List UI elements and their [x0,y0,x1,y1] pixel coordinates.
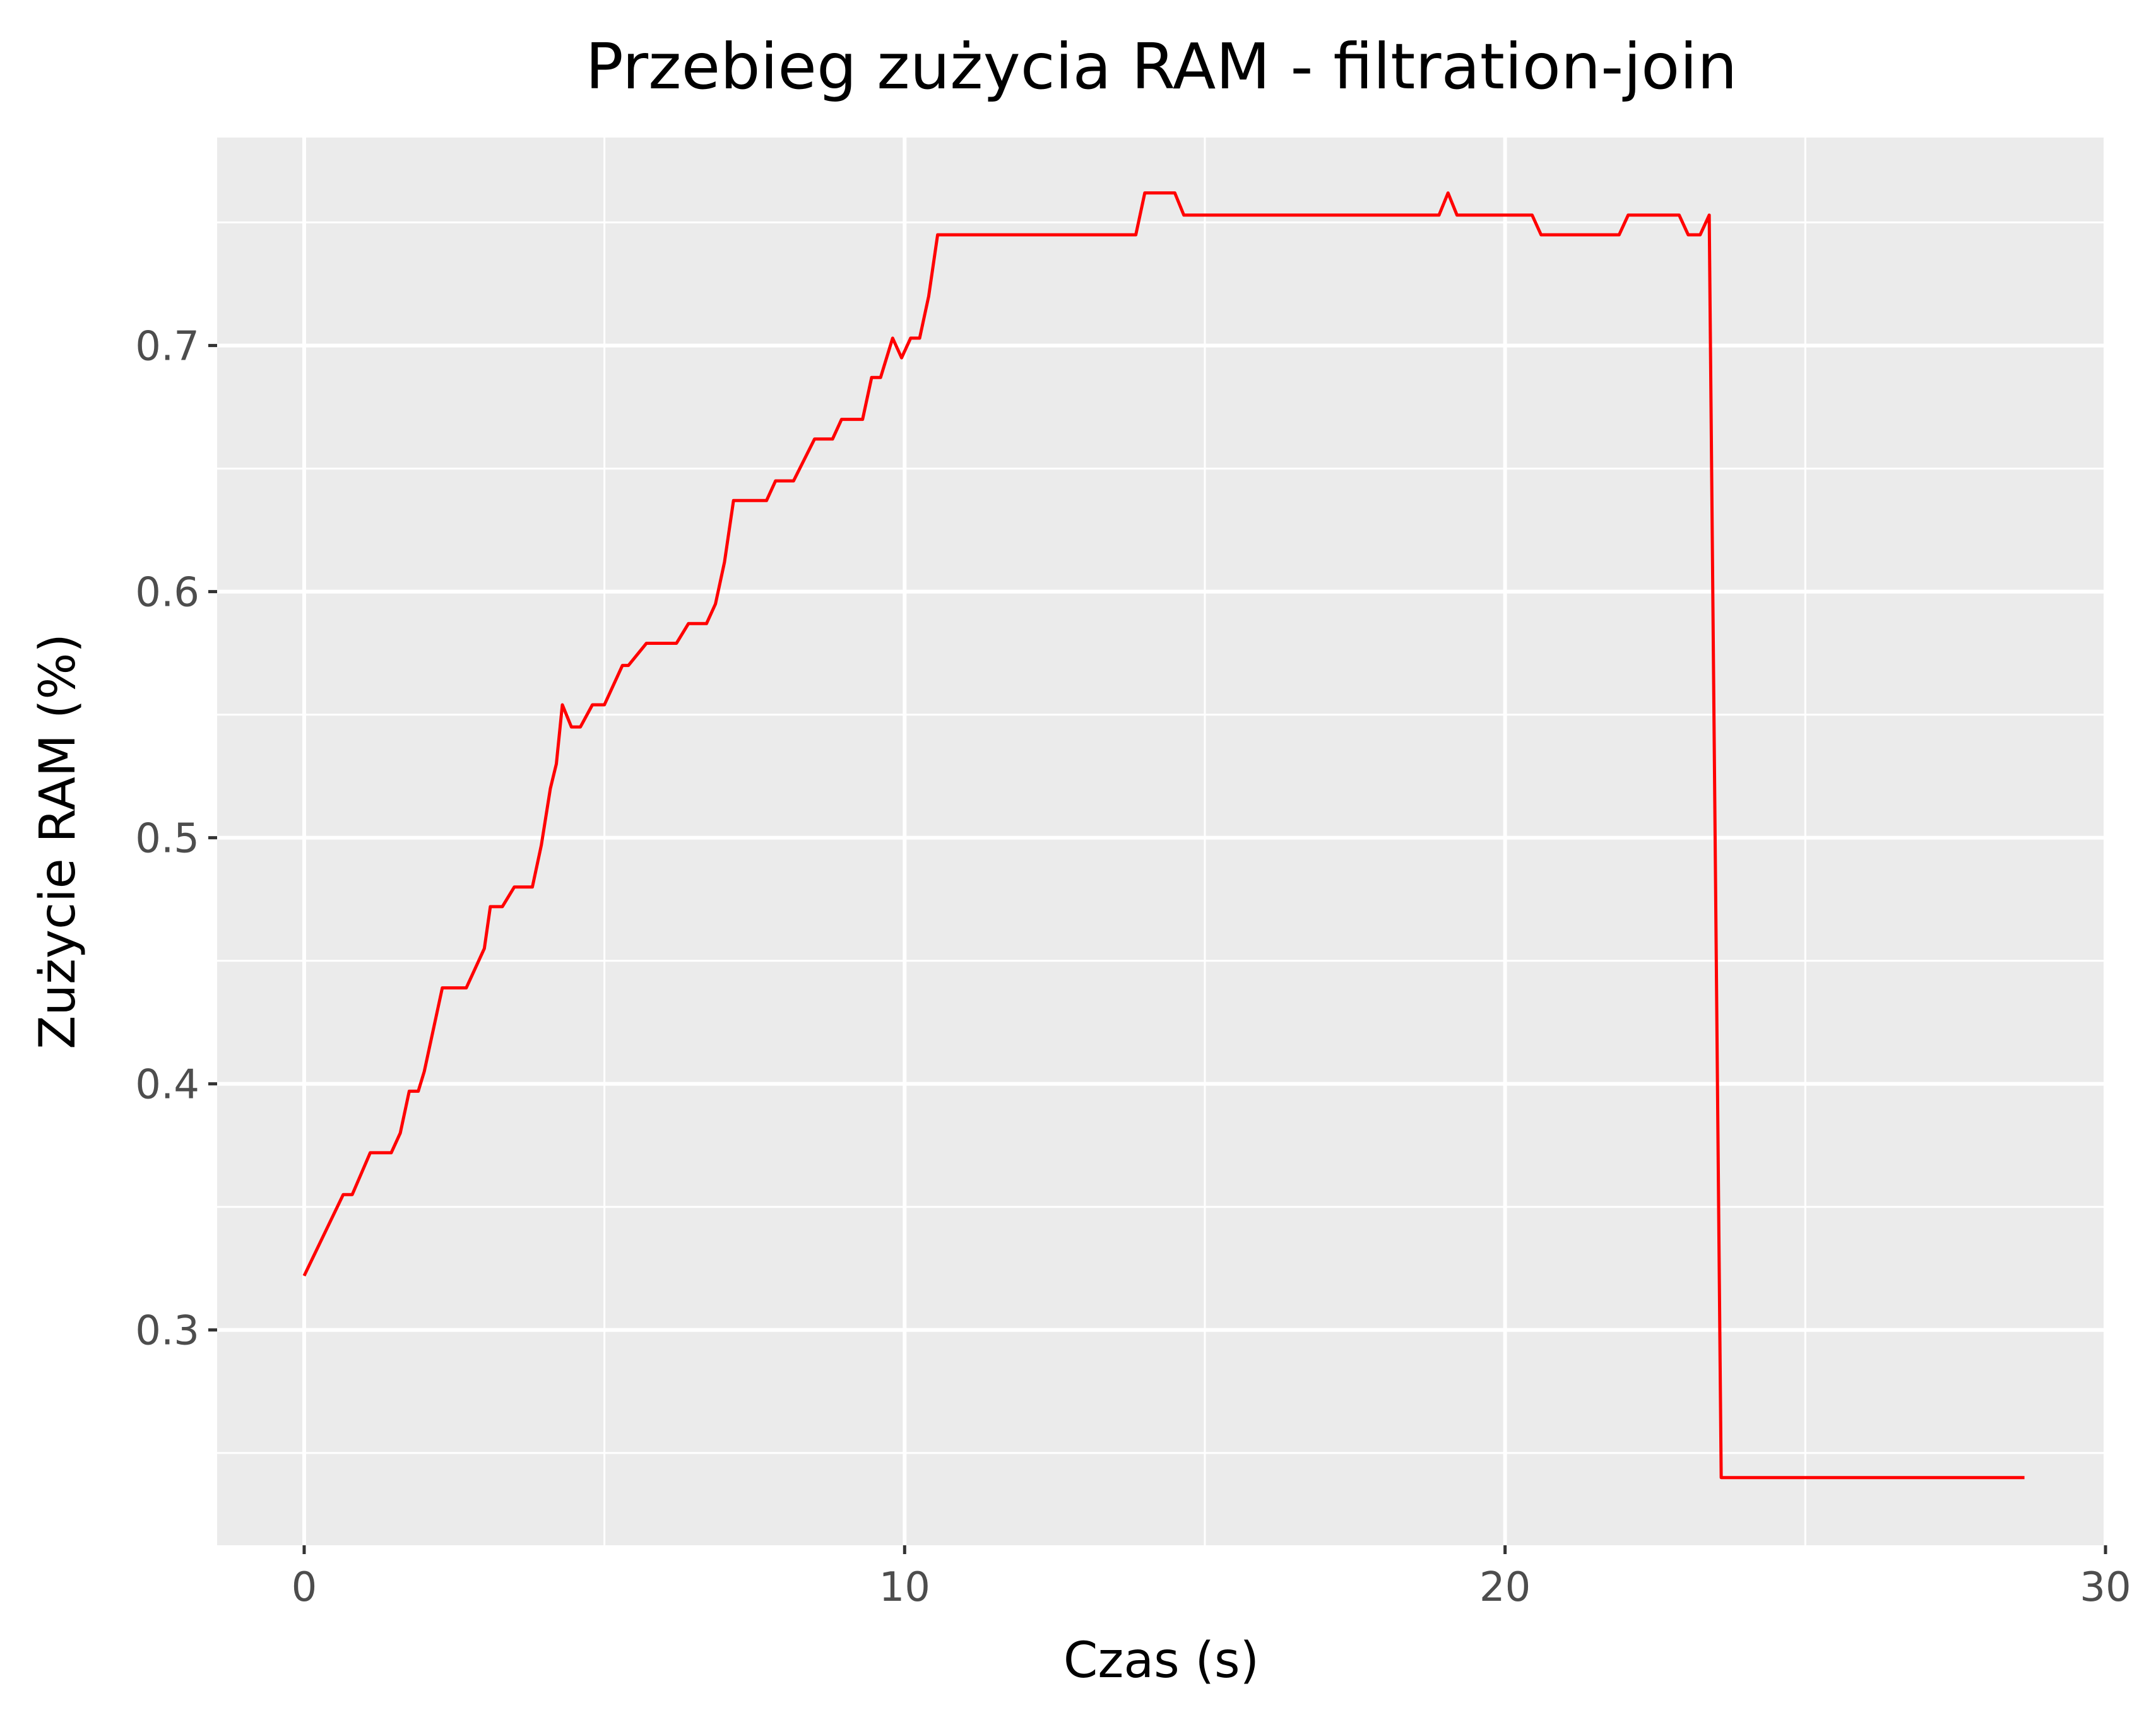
plot-panel [217,138,2106,1545]
y-axis-label: Zużycie RAM (%) [30,634,86,1049]
y-tick-label: 0.5 [135,816,199,863]
series-layer [302,191,2025,1480]
y-tick-label: 0.3 [135,1308,199,1355]
x-tick-label: 0 [292,1564,317,1611]
y-tick-label: 0.6 [135,570,199,616]
x-axis-label: Czas (s) [1063,1632,1259,1689]
chart-title: Przebieg zużycia RAM - filtration-join [586,30,1738,103]
x-tick-label: 30 [2080,1564,2131,1611]
minor-grid [217,138,2106,1545]
series-line [302,191,2025,1480]
major-grid [217,138,2107,1545]
x-axis: 0 10 20 30 [292,1545,2131,1611]
x-tick-label: 10 [879,1564,930,1611]
y-tick-label: 0.4 [135,1062,199,1109]
y-axis: 0.3 0.4 0.5 0.6 0.7 [135,324,217,1355]
x-tick-label: 20 [1479,1564,1531,1611]
y-tick-label: 0.7 [135,324,199,370]
